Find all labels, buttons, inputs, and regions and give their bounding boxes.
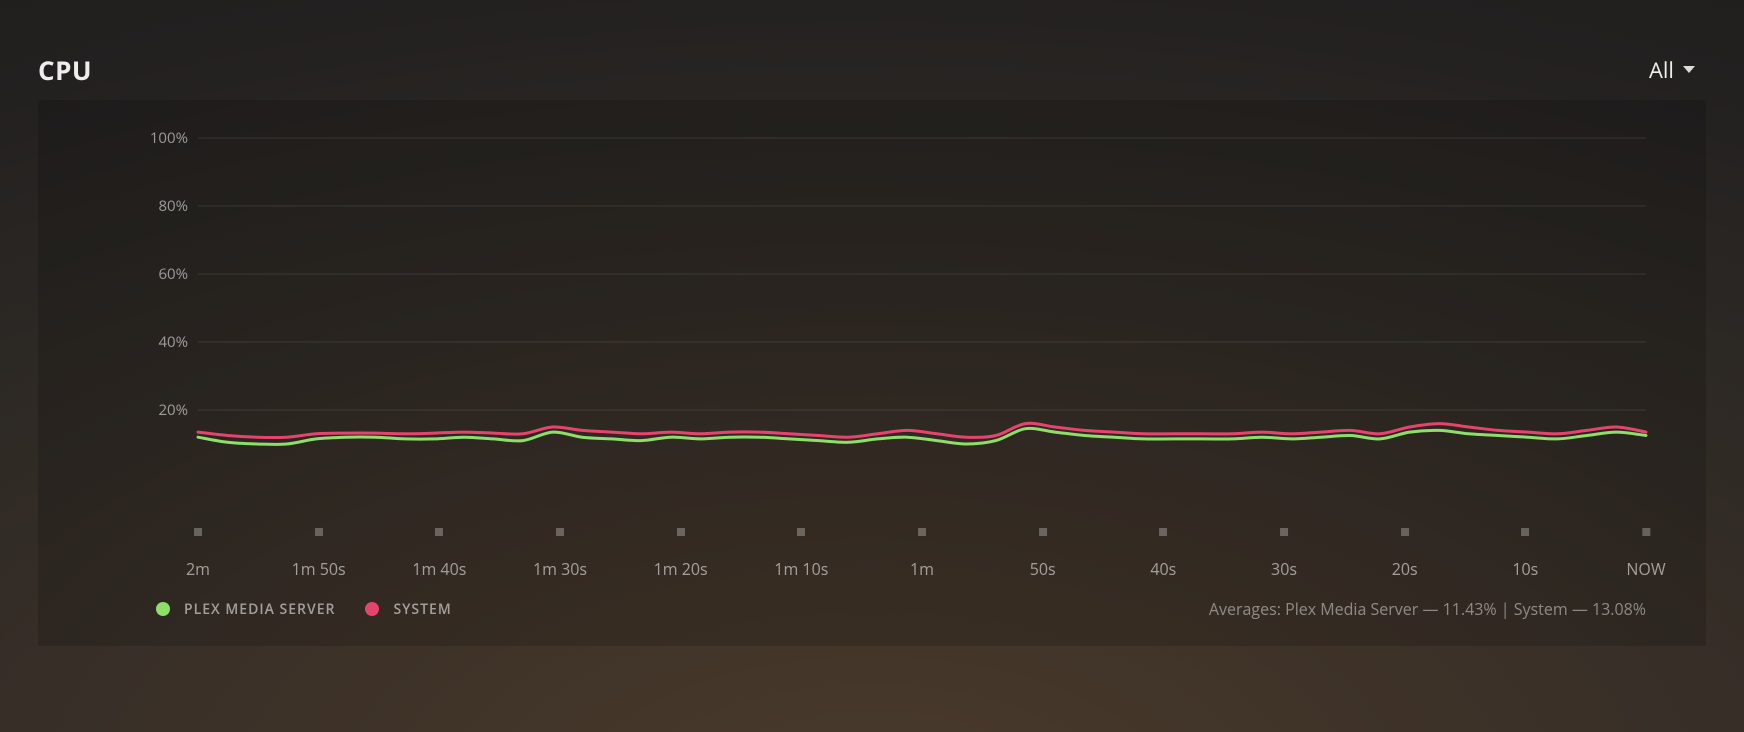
- x-tick: 10s: [1512, 528, 1538, 580]
- x-tick-label: 40s: [1150, 558, 1176, 580]
- x-tick: NOW: [1626, 528, 1665, 580]
- x-tick-label: 2m: [186, 558, 210, 580]
- x-tick-label: 50s: [1030, 558, 1056, 580]
- averages-text: Averages: Plex Media Server — 11.43% | S…: [1209, 598, 1646, 620]
- x-tick: 2m: [186, 528, 210, 580]
- x-tick-marker: [918, 528, 926, 536]
- x-tick-marker: [797, 528, 805, 536]
- cpu-panel: CPU All 20% 40% 60% 80% 100% 2m 1m 50s 1m 40s 1…: [38, 40, 1706, 646]
- x-tick-marker: [1280, 528, 1288, 536]
- y-tick-label: 80%: [128, 196, 188, 216]
- x-tick-label: 20s: [1392, 558, 1418, 580]
- x-tick: 40s: [1150, 528, 1176, 580]
- filter-label: All: [1649, 55, 1674, 85]
- x-tick: 1m 40s: [412, 528, 466, 580]
- x-tick-label: 1m: [910, 558, 934, 580]
- chart-card: 20% 40% 60% 80% 100% 2m 1m 50s 1m 40s 1m 30s 1m …: [38, 100, 1706, 646]
- x-tick-label: 1m 10s: [774, 558, 828, 580]
- x-tick-marker: [315, 528, 323, 536]
- legend-label: PLEX MEDIA SERVER: [184, 600, 335, 619]
- filter-dropdown[interactable]: All: [1649, 55, 1696, 85]
- x-tick: 1m 30s: [533, 528, 587, 580]
- chevron-down-icon: [1682, 65, 1696, 75]
- legend: PLEX MEDIA SERVER SYSTEM: [156, 600, 452, 619]
- legend-label: SYSTEM: [393, 600, 451, 619]
- x-tick-marker: [1039, 528, 1047, 536]
- x-tick-label: 10s: [1512, 558, 1538, 580]
- y-tick-label: 20%: [128, 400, 188, 420]
- x-tick-label: 1m 30s: [533, 558, 587, 580]
- x-tick: 1m 20s: [654, 528, 708, 580]
- x-tick-label: NOW: [1626, 558, 1665, 580]
- y-tick-label: 60%: [128, 264, 188, 284]
- x-tick-marker: [194, 528, 202, 536]
- panel-title: CPU: [38, 52, 92, 88]
- x-tick: 50s: [1030, 528, 1056, 580]
- legend-color-dot: [365, 602, 379, 616]
- x-tick-marker: [1521, 528, 1529, 536]
- x-tick: 30s: [1271, 528, 1297, 580]
- y-tick-label: 40%: [128, 332, 188, 352]
- x-tick-marker: [1642, 528, 1650, 536]
- x-tick-label: 1m 40s: [412, 558, 466, 580]
- x-tick: 1m 10s: [774, 528, 828, 580]
- x-tick-label: 1m 20s: [654, 558, 708, 580]
- x-tick: 1m: [910, 528, 934, 580]
- panel-header: CPU All: [38, 40, 1706, 100]
- x-tick-label: 1m 50s: [292, 558, 346, 580]
- x-tick: 20s: [1392, 528, 1418, 580]
- x-tick: 1m 50s: [292, 528, 346, 580]
- legend-color-dot: [156, 602, 170, 616]
- x-tick-marker: [677, 528, 685, 536]
- legend-item[interactable]: SYSTEM: [365, 600, 451, 619]
- x-tick-marker: [435, 528, 443, 536]
- x-tick-label: 30s: [1271, 558, 1297, 580]
- x-tick-marker: [556, 528, 564, 536]
- legend-item[interactable]: PLEX MEDIA SERVER: [156, 600, 335, 619]
- x-tick-marker: [1159, 528, 1167, 536]
- x-axis: 2m 1m 50s 1m 40s 1m 30s 1m 20s 1m 10s 1m 50s 40s…: [38, 528, 1706, 588]
- y-tick-label: 100%: [128, 128, 188, 148]
- x-tick-marker: [1401, 528, 1409, 536]
- chart-footer: PLEX MEDIA SERVER SYSTEM Averages: Plex M…: [38, 588, 1706, 626]
- cpu-line-chart: 20% 40% 60% 80% 100%: [38, 118, 1706, 528]
